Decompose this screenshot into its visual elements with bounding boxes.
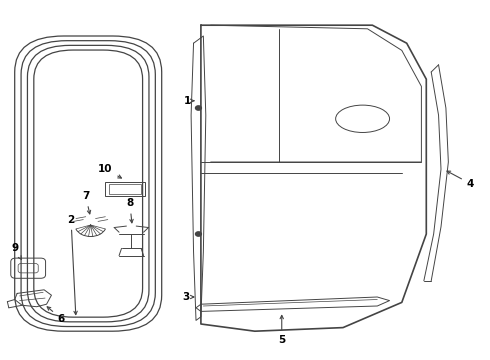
Circle shape <box>196 232 201 236</box>
Text: 10: 10 <box>98 164 122 178</box>
Text: 8: 8 <box>126 198 133 223</box>
Circle shape <box>196 106 201 110</box>
Text: 5: 5 <box>278 315 285 345</box>
Text: 2: 2 <box>68 215 77 315</box>
Text: 3: 3 <box>183 292 194 302</box>
Text: 9: 9 <box>11 243 22 260</box>
Text: 4: 4 <box>447 171 474 189</box>
Text: 1: 1 <box>184 96 194 106</box>
Text: 7: 7 <box>82 191 91 214</box>
Text: 6: 6 <box>47 307 65 324</box>
